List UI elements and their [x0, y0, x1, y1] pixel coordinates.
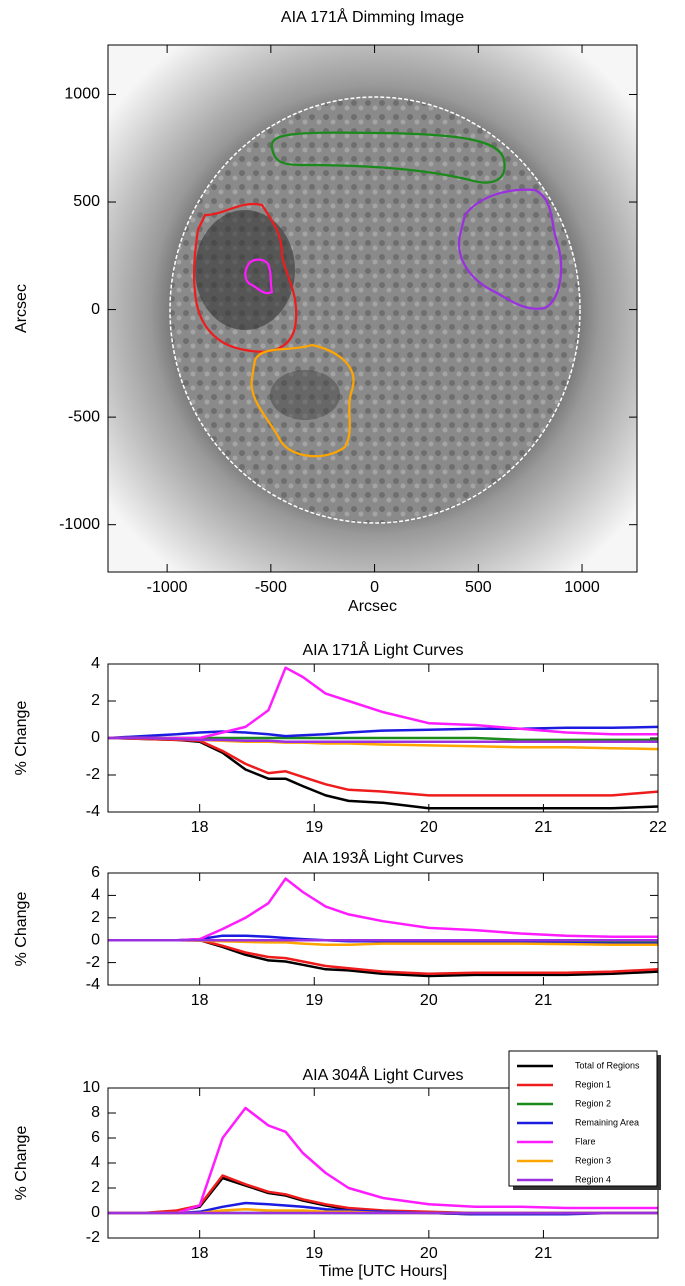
chart-title: AIA 171Å Dimming Image	[281, 7, 464, 26]
y-tick-label: 6	[91, 864, 100, 881]
y-tick-label: 500	[73, 193, 100, 210]
region-4-contour	[457, 188, 563, 310]
y-tick-label: -2	[86, 954, 100, 971]
series-line	[108, 736, 658, 743]
x-tick-label: 18	[191, 992, 209, 1009]
x-tick-label: 18	[191, 1245, 209, 1262]
chart-title: AIA 193Å Light Curves	[303, 848, 464, 867]
x-tick-label: 21	[535, 992, 553, 1009]
x-tick-label: 1000	[564, 579, 600, 596]
region-1-contour	[192, 202, 298, 353]
y-tick-label: 8	[91, 1104, 100, 1121]
x-tick-label: 21	[535, 1245, 553, 1262]
y-tick-label: -2	[86, 766, 100, 783]
y-tick-label: 0	[91, 931, 100, 948]
solar-image	[108, 45, 637, 572]
y-tick-label: -2	[86, 1229, 100, 1246]
y-axis-label: Arcsec	[13, 284, 30, 333]
x-tick-label: 0	[370, 579, 379, 596]
x-axis-label: Arcsec	[348, 598, 397, 615]
x-tick-label: -500	[255, 579, 287, 596]
x-tick-label: 18	[191, 819, 209, 836]
x-tick-label: 500	[465, 579, 492, 596]
series-line	[108, 1106, 658, 1215]
legend-label: Flare	[575, 1136, 596, 1146]
y-tick-label: 2	[91, 909, 100, 926]
x-tick-label: 19	[305, 992, 323, 1009]
x-tick-label: 20	[420, 1245, 438, 1262]
legend-label: Remaining Area	[575, 1117, 639, 1127]
y-tick-label: -1000	[59, 516, 100, 533]
legend: Total of Regions Region 1 Region 2 Remainin…	[508, 1050, 661, 1190]
y-axis-label: % Change	[13, 701, 30, 776]
y-tick-label: -500	[68, 408, 100, 425]
y-tick-label: 6	[91, 1129, 100, 1146]
y-tick-label: 10	[82, 1079, 100, 1096]
legend-label: Total of Regions	[575, 1060, 640, 1070]
series-line	[108, 877, 658, 942]
x-tick-label: 19	[305, 1245, 323, 1262]
x-tick-label: 21	[535, 819, 553, 836]
active-region	[270, 370, 340, 420]
legend-label: Region 4	[575, 1174, 611, 1184]
x-axis-label: Time [UTC Hours]	[319, 1263, 447, 1280]
y-tick-label: 2	[91, 1179, 100, 1196]
y-tick-label: -4	[86, 803, 100, 820]
x-tick-label: 19	[305, 819, 323, 836]
region-2-contour	[270, 131, 506, 184]
flare-contour	[244, 258, 274, 295]
y-tick-label: 0	[91, 301, 100, 318]
limb	[169, 96, 581, 524]
series-line	[108, 666, 658, 740]
plot-frame	[107, 872, 659, 986]
y-tick-label: -4	[86, 976, 100, 993]
x-tick-label: 20	[420, 992, 438, 1009]
x-tick-label: 22	[649, 819, 667, 836]
y-tick-label: 2	[91, 692, 100, 709]
y-axis-label: % Change	[13, 1126, 30, 1201]
legend-label: Region 2	[575, 1098, 611, 1108]
y-tick-label: 4	[91, 1154, 100, 1171]
region-3-contour	[250, 343, 355, 458]
legend-box	[508, 1050, 658, 1187]
plot-frame	[107, 44, 638, 573]
chart-title: AIA 171Å Light Curves	[303, 640, 464, 659]
plot-frame	[107, 663, 659, 813]
chart-title: AIA 304Å Light Curves	[303, 1065, 464, 1084]
legend-label: Region 3	[575, 1155, 611, 1165]
y-tick-label: 0	[91, 729, 100, 746]
y-tick-label: 4	[91, 655, 100, 672]
y-tick-label: 4	[91, 887, 100, 904]
legend-label: Region 1	[575, 1079, 611, 1089]
y-axis-label: % Change	[13, 892, 30, 967]
y-tick-label: 0	[91, 1204, 100, 1221]
x-tick-label: -1000	[147, 579, 188, 596]
y-tick-label: 1000	[64, 86, 100, 103]
x-tick-label: 20	[420, 819, 438, 836]
